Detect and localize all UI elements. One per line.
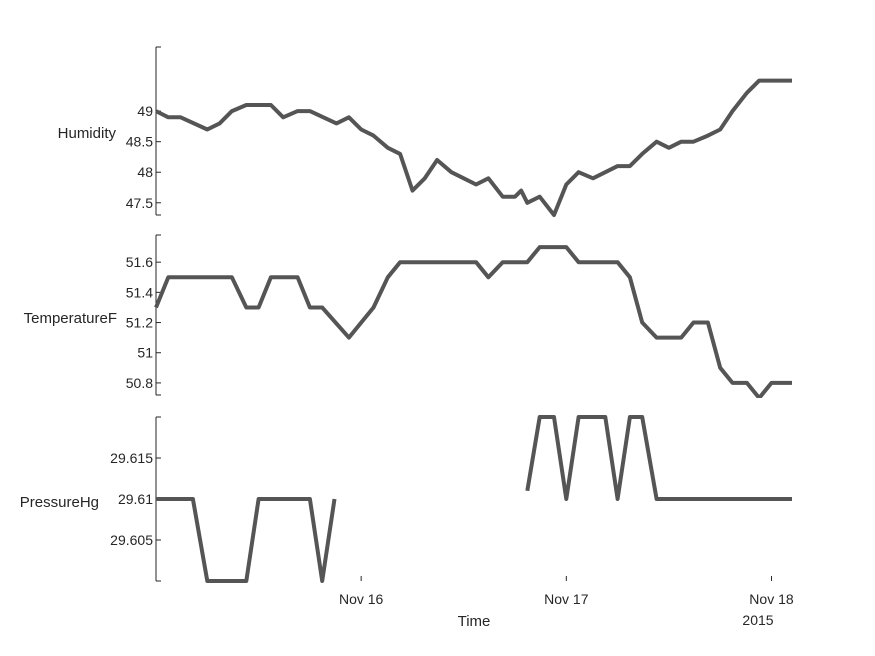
humidity-y-tick-label: 48.5 <box>126 134 153 150</box>
pressure-series-line <box>156 497 337 583</box>
pressure-axis-label: PressureHg <box>20 494 99 511</box>
humidity-axis-label: Humidity <box>58 125 117 142</box>
humidity-series <box>155 78 792 217</box>
pressure-y-tick-label: 29.615 <box>110 450 153 466</box>
humidity-y-tick-label: 48 <box>137 164 153 180</box>
temperature-series <box>154 245 792 398</box>
year-label: 2015 <box>742 612 773 628</box>
temperature-y-tick-label: 51.6 <box>126 254 153 270</box>
temperature-y-ticks: 50.8 51 51.2 51.4 51.6 <box>126 254 161 391</box>
humidity-y-tick-label: 49 <box>137 103 153 119</box>
temperature-series-line <box>154 245 792 398</box>
humidity-panel: 47.5 48 48.5 49 Humidity <box>58 46 792 217</box>
temperature-y-tick-label: 51 <box>137 345 153 361</box>
pressure-y-ticks: 29.605 29.61 29.615 <box>110 450 161 548</box>
temperature-y-tick-label: 51.2 <box>126 315 153 331</box>
humidity-series-line <box>155 78 792 217</box>
temperature-axis-label: TemperatureF <box>24 310 117 327</box>
humidity-y-tick-label: 47.5 <box>126 195 153 211</box>
pressure-y-tick-label: 29.605 <box>110 532 153 548</box>
time-axis-label: Time <box>458 613 491 630</box>
pressure-series-line <box>525 415 792 501</box>
temperature-y-tick-label: 50.8 <box>126 375 153 391</box>
temperature-panel: 50.8 51 51.2 51.4 51.6 TemperatureF <box>24 234 792 398</box>
time-axis-ticks: Nov 16 Nov 17 Nov 18 <box>339 576 794 607</box>
humidity-y-ticks: 47.5 48 48.5 49 <box>126 103 161 211</box>
pressure-panel: 29.605 29.61 29.615 PressureHg <box>20 415 792 583</box>
time-tick-label: Nov 17 <box>544 591 589 607</box>
temperature-y-tick-label: 51.4 <box>126 284 153 300</box>
time-tick-label: Nov 18 <box>749 591 794 607</box>
pressure-y-tick-label: 29.61 <box>118 491 153 507</box>
time-tick-label: Nov 16 <box>339 591 384 607</box>
pressure-series <box>156 415 792 583</box>
